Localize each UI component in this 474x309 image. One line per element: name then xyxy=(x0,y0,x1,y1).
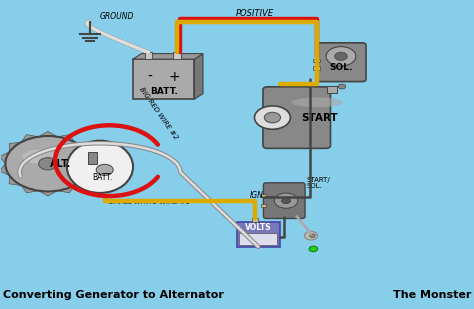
Text: BATT.: BATT. xyxy=(150,87,178,95)
Polygon shape xyxy=(133,53,203,59)
Text: START: START xyxy=(301,112,338,123)
Circle shape xyxy=(310,234,315,238)
Bar xyxy=(261,194,266,197)
Circle shape xyxy=(38,158,57,170)
Text: IGN.: IGN. xyxy=(250,191,266,200)
Polygon shape xyxy=(194,53,203,99)
Circle shape xyxy=(335,52,347,61)
Circle shape xyxy=(96,164,113,176)
Bar xyxy=(88,152,97,164)
Circle shape xyxy=(338,84,346,89)
Polygon shape xyxy=(57,185,74,193)
Ellipse shape xyxy=(22,150,56,164)
Polygon shape xyxy=(57,135,74,142)
Polygon shape xyxy=(86,164,96,176)
Bar xyxy=(145,52,152,59)
Circle shape xyxy=(304,231,318,240)
FancyBboxPatch shape xyxy=(239,233,277,245)
Polygon shape xyxy=(38,131,57,137)
Polygon shape xyxy=(74,142,87,152)
Circle shape xyxy=(264,112,281,123)
Circle shape xyxy=(5,136,91,191)
Text: +: + xyxy=(169,70,181,84)
Text: BIG RED WIRE #2: BIG RED WIRE #2 xyxy=(138,86,178,140)
Text: BATT.: BATT. xyxy=(92,173,112,182)
Ellipse shape xyxy=(67,141,133,193)
FancyBboxPatch shape xyxy=(264,183,305,218)
Text: POSITIVE: POSITIVE xyxy=(236,9,273,18)
Polygon shape xyxy=(9,176,21,185)
Circle shape xyxy=(274,193,298,208)
Text: The Monster: The Monster xyxy=(392,290,471,300)
Circle shape xyxy=(326,47,356,66)
FancyBboxPatch shape xyxy=(263,87,330,148)
Polygon shape xyxy=(86,152,96,164)
Polygon shape xyxy=(9,142,21,152)
Polygon shape xyxy=(21,185,38,193)
Polygon shape xyxy=(21,135,38,142)
Bar xyxy=(313,58,319,62)
Circle shape xyxy=(282,198,291,204)
Text: SMALL WHITE WIRE #1: SMALL WHITE WIRE #1 xyxy=(109,199,191,205)
Bar xyxy=(252,218,257,222)
FancyBboxPatch shape xyxy=(133,59,194,99)
Bar xyxy=(313,66,319,70)
Text: START/: START/ xyxy=(307,176,331,183)
Ellipse shape xyxy=(292,98,343,107)
Text: -: - xyxy=(148,70,153,84)
Text: SOL.: SOL. xyxy=(307,183,323,189)
Circle shape xyxy=(309,246,318,252)
Bar xyxy=(173,52,181,59)
Text: SOL.: SOL. xyxy=(329,63,353,72)
Polygon shape xyxy=(38,191,57,196)
Text: Converting Generator to Alternator: Converting Generator to Alternator xyxy=(3,290,224,300)
Bar xyxy=(327,86,337,93)
Text: GROUND: GROUND xyxy=(100,12,134,21)
Polygon shape xyxy=(0,152,9,164)
Circle shape xyxy=(255,106,291,129)
Polygon shape xyxy=(74,176,87,185)
Polygon shape xyxy=(0,164,9,176)
Text: VOLTS: VOLTS xyxy=(245,223,272,232)
FancyBboxPatch shape xyxy=(237,222,280,247)
Text: ALT.: ALT. xyxy=(50,159,71,169)
Bar xyxy=(261,204,266,207)
FancyBboxPatch shape xyxy=(316,43,366,82)
